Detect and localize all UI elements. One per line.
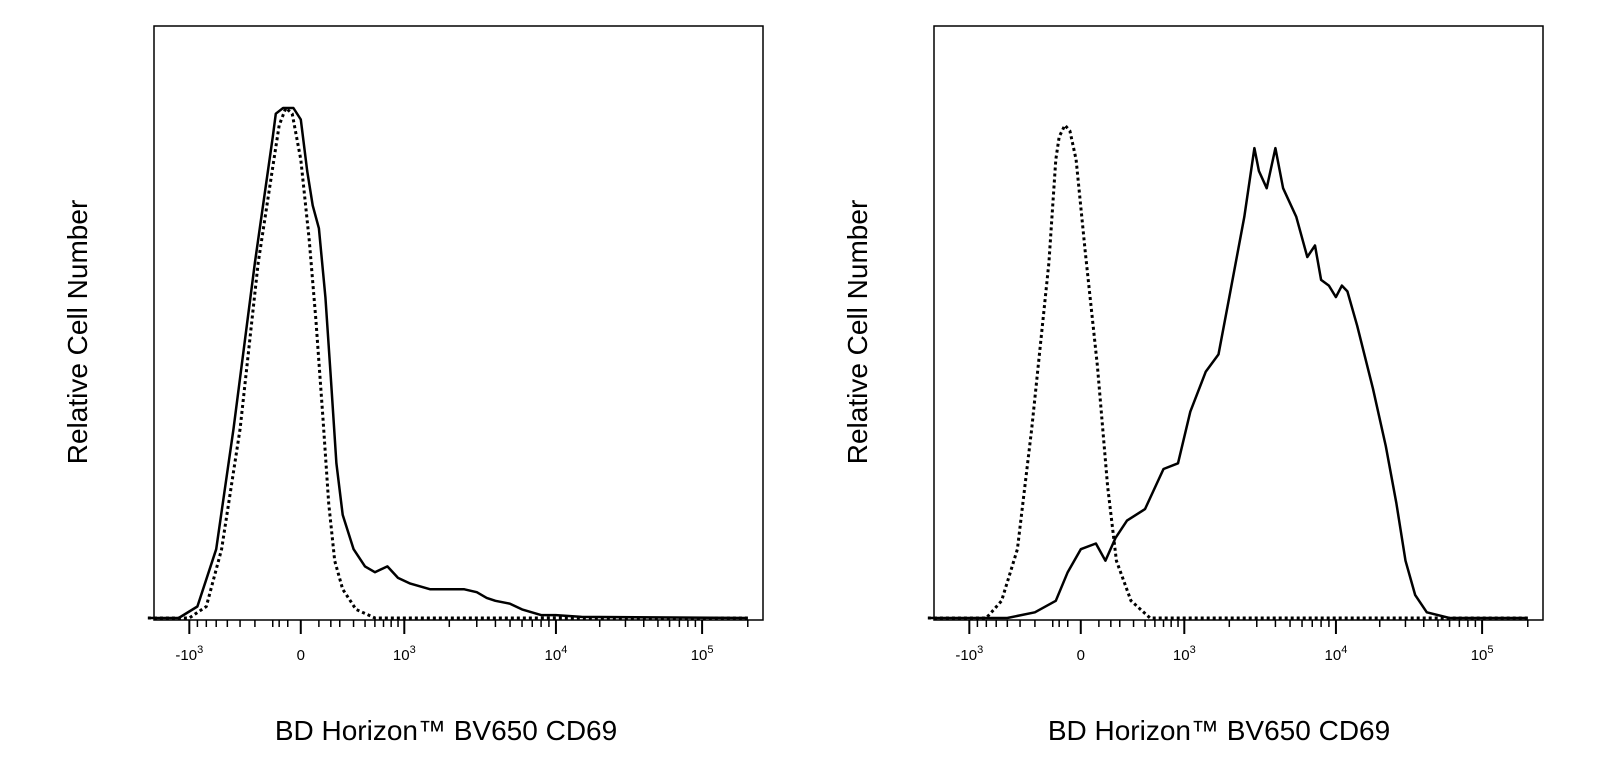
x-axis-tick-labels: -103 0 103 104 105 [955,644,1493,664]
x-tick-label: 103 [1173,644,1196,664]
x-tick-label: 104 [1325,644,1348,664]
x-tick-label: 0 [297,647,305,664]
plot-frame [153,25,764,621]
x-axis-ticks [188,620,749,634]
x-tick-label: 105 [1471,644,1494,664]
x-axis-label: BD Horizon™ BV650 CD69 [1048,715,1390,746]
stained-sample-curve [147,106,748,620]
stained-sample-curve [927,146,1528,620]
x-tick-label: 104 [545,644,568,664]
x-tick-label: 105 [691,644,714,664]
series-layer [147,106,748,620]
isotype-control-curve [147,106,748,620]
x-axis-label: BD Horizon™ BV650 CD69 [275,715,617,746]
histogram-panel-right: -103 0 103 104 105 Relative Cell Number BD H… [842,25,1544,746]
x-tick-label: -103 [175,644,203,664]
isotype-control-curve [927,123,1528,620]
x-axis-ticks [968,620,1529,634]
y-axis-label: Relative Cell Number [62,200,93,465]
histogram-panel-left: -103 0 103 104 105 Relative Cell Number BD H… [62,25,764,746]
x-tick-label: -103 [955,644,983,664]
plot-frame [933,25,1544,621]
series-layer [927,123,1528,620]
y-axis-label: Relative Cell Number [842,200,873,465]
x-tick-label: 103 [393,644,416,664]
x-tick-label: 0 [1077,647,1085,664]
x-axis-tick-labels: -103 0 103 104 105 [175,644,713,664]
